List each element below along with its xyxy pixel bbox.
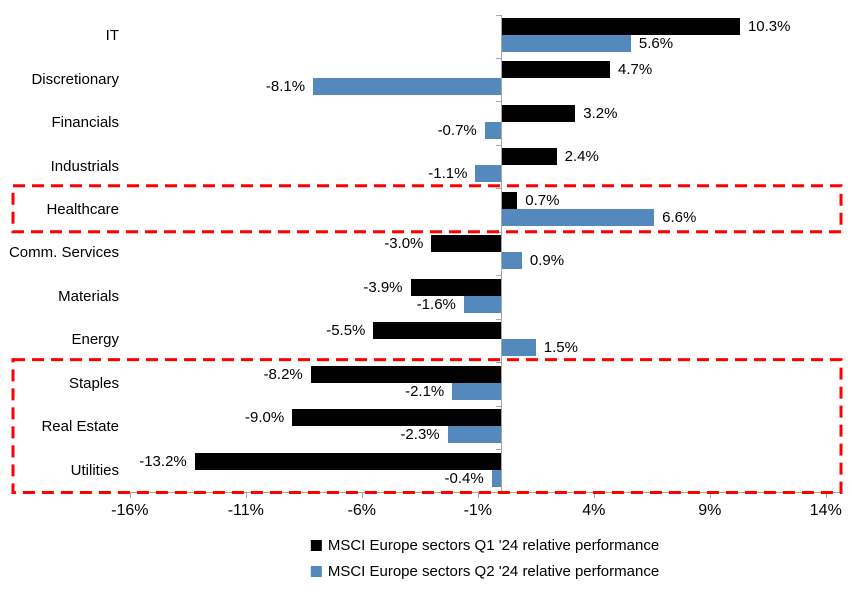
x-axis-tick	[477, 492, 479, 498]
y-axis-tick	[496, 449, 502, 450]
value-label: 1.5%	[543, 339, 578, 357]
value-label: 0.9%	[529, 252, 565, 270]
y-axis-tick	[496, 231, 502, 233]
category-label: Healthcare	[46, 201, 119, 219]
bar-q2	[447, 426, 501, 444]
category-label: Financials	[51, 114, 119, 132]
value-label: -3.9%	[363, 278, 403, 296]
value-label: 4.7%	[618, 61, 653, 79]
bar-q1	[310, 365, 501, 383]
value-label: -5.5%	[326, 322, 366, 340]
x-axis-tick-label: 9%	[698, 502, 722, 519]
bar-q1	[501, 191, 518, 209]
value-label: -3.0%	[384, 235, 424, 253]
x-axis-tick	[245, 492, 247, 498]
y-axis-tick	[496, 144, 502, 146]
value-label: -13.2%	[139, 452, 187, 470]
bar-q2	[501, 252, 522, 270]
legend-swatch-q1-icon	[310, 540, 322, 551]
category-label: Comm. Services	[8, 244, 119, 262]
bar-q2	[463, 295, 501, 313]
legend-label-q2: MSCI Europe sectors Q2 '24 relative perf…	[327, 563, 660, 580]
y-axis-tick	[496, 275, 502, 277]
value-label: -9.0%	[245, 409, 285, 427]
category-label: IT	[105, 27, 119, 45]
value-label: -0.7%	[437, 121, 477, 139]
x-axis-tick	[361, 492, 363, 498]
x-axis-tick-label: -11%	[227, 502, 264, 519]
x-axis-tick	[129, 492, 131, 498]
value-label: -8.1%	[265, 78, 306, 96]
legend-item-q2: MSCI Europe sectors Q2 '24 relative perf…	[310, 563, 660, 580]
bar-q1	[501, 18, 740, 35]
x-axis-tick-label: -6%	[347, 502, 377, 519]
value-label: -2.3%	[400, 426, 440, 444]
bar-q2	[501, 339, 536, 357]
x-axis-tick-label: 4%	[582, 502, 606, 519]
category-label: Staples	[68, 374, 119, 392]
bar-q1	[410, 278, 501, 296]
legend-label-q1: MSCI Europe sectors Q1 '24 relative perf…	[327, 537, 660, 554]
x-axis-tick-label: -1%	[463, 502, 493, 519]
category-label: Utilities	[70, 461, 119, 479]
legend-swatch-q2-icon	[310, 566, 322, 577]
legend-item-q1: MSCI Europe sectors Q1 '24 relative perf…	[310, 537, 660, 554]
x-axis-tick-label: -16%	[111, 502, 149, 519]
x-axis-tick	[593, 492, 595, 498]
bar-q2	[452, 382, 501, 400]
category-label: Real Estate	[41, 418, 119, 436]
y-axis-tick	[496, 14, 502, 16]
x-axis-tick	[825, 492, 827, 498]
x-axis-tick	[709, 492, 711, 498]
bar-q1	[431, 235, 501, 253]
legend: MSCI Europe sectors Q1 '24 relative perf…	[310, 537, 660, 580]
bar-q2	[313, 78, 501, 96]
y-axis-tick	[496, 318, 502, 320]
y-axis-tick	[496, 101, 502, 103]
value-label: 2.4%	[564, 148, 599, 166]
value-label: -1.6%	[416, 295, 456, 313]
value-label: 0.7%	[525, 191, 560, 209]
bar-q2	[491, 469, 501, 487]
bar-q2	[501, 208, 655, 226]
bar-q1	[501, 104, 576, 122]
bar-q2	[475, 165, 501, 183]
bar-q1	[194, 452, 501, 470]
bar-q1	[292, 409, 501, 427]
bar-q1	[501, 148, 557, 166]
category-label: Industrials	[50, 157, 119, 175]
y-axis-line	[501, 14, 502, 492]
x-axis-tick-label: 14%	[809, 502, 842, 519]
value-label: 10.3%	[747, 18, 791, 35]
category-label: Discretionary	[31, 70, 119, 88]
bar-q2	[501, 35, 631, 52]
y-axis-tick	[496, 188, 502, 190]
x-axis-line	[130, 492, 840, 493]
value-label: -1.1%	[428, 165, 468, 183]
category-label: Materials	[58, 287, 119, 305]
y-axis-tick	[496, 362, 502, 364]
value-label: 3.2%	[583, 104, 618, 122]
y-axis-tick	[496, 405, 502, 407]
value-label: -2.1%	[405, 382, 445, 400]
bar-q1	[373, 322, 501, 340]
y-axis-tick	[496, 57, 502, 59]
value-label: -0.4%	[444, 469, 484, 487]
bar-q1	[501, 61, 611, 79]
bar-q2	[484, 121, 501, 139]
value-label: -8.2%	[263, 365, 303, 383]
value-label: 5.6%	[638, 35, 674, 52]
category-label: Energy	[71, 331, 119, 349]
value-label: 6.6%	[662, 208, 697, 226]
